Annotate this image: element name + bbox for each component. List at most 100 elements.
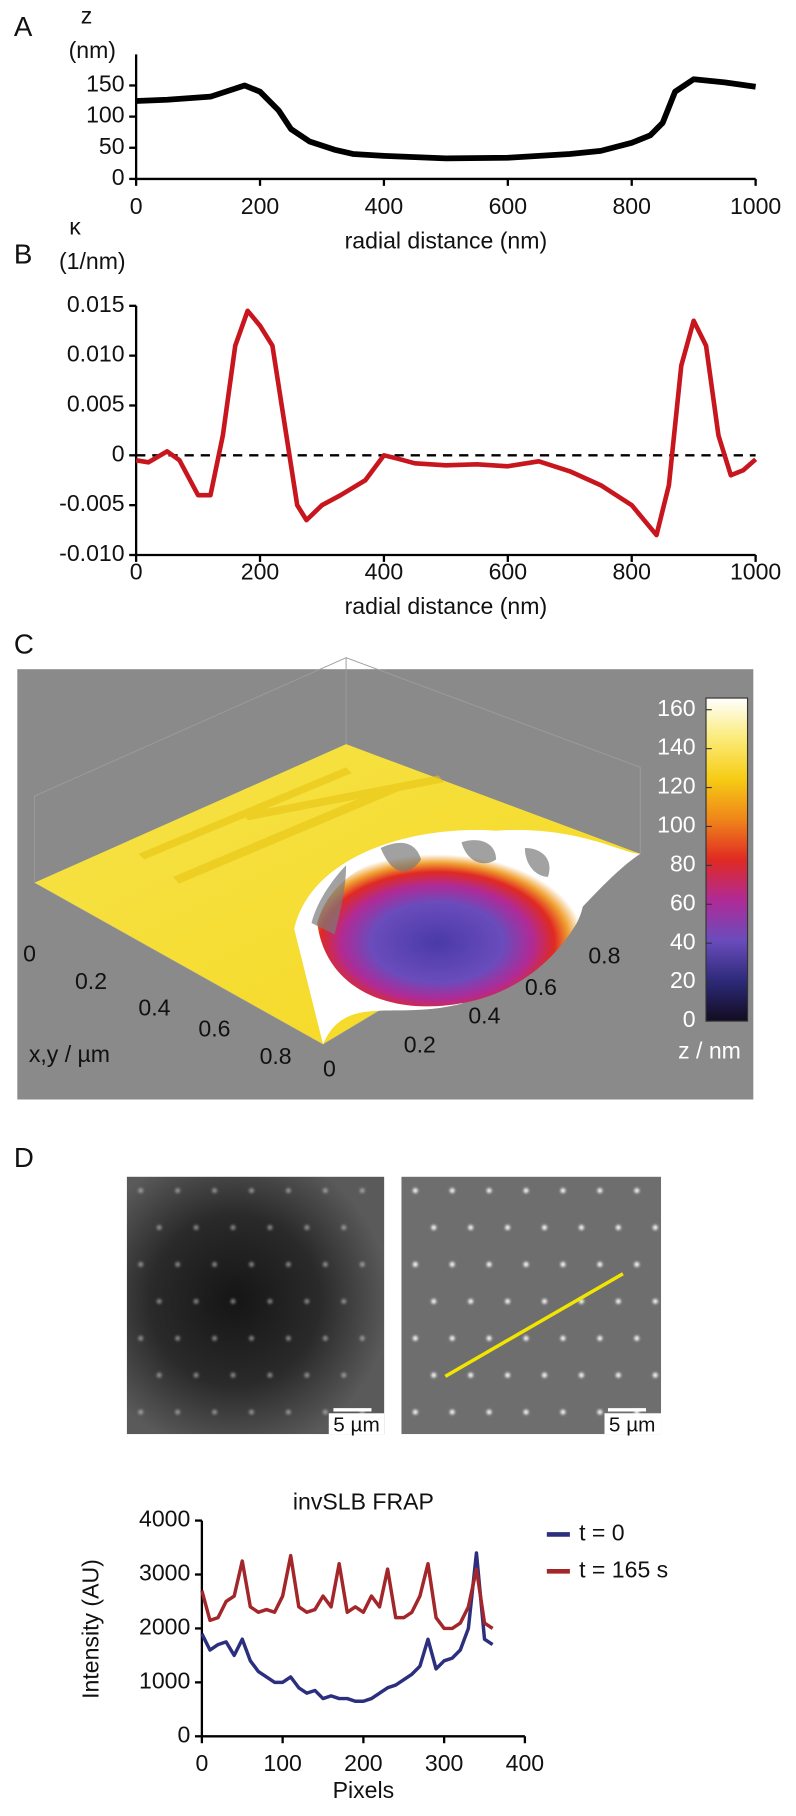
y-tick-label: 0 xyxy=(112,440,125,466)
spot xyxy=(212,1409,218,1415)
panel-label: A xyxy=(14,11,33,42)
y-tick-label: 4000 xyxy=(139,1506,190,1532)
spot xyxy=(652,1298,658,1304)
y-tick-label: 2000 xyxy=(139,1614,190,1640)
spot xyxy=(322,1261,328,1268)
spot xyxy=(468,1225,474,1231)
spot xyxy=(156,1225,162,1231)
x-tick-label: 200 xyxy=(344,1750,382,1776)
spot xyxy=(230,1372,236,1378)
spot xyxy=(212,1188,218,1194)
y-axis-label: κ xyxy=(69,214,81,240)
spot xyxy=(412,1188,418,1194)
spot xyxy=(267,1372,273,1378)
y-tick-label: 0 xyxy=(112,164,125,190)
data-line xyxy=(200,1553,494,1631)
x-tick-label: 600 xyxy=(489,559,527,585)
spot xyxy=(431,1298,437,1304)
spot xyxy=(304,1298,310,1304)
surface-crater xyxy=(317,846,584,1007)
x-tick-label: 200 xyxy=(241,559,279,585)
colorbar-tick-label: 120 xyxy=(657,773,695,799)
spot xyxy=(486,1409,492,1415)
spot xyxy=(193,1372,199,1378)
spot xyxy=(652,1225,658,1231)
x-tick-label: 600 xyxy=(489,193,527,219)
y-tick-label: 0.2 xyxy=(404,1032,436,1058)
spot xyxy=(230,1298,236,1304)
spot xyxy=(431,1372,437,1378)
spot xyxy=(449,1188,455,1194)
spot xyxy=(634,1188,640,1194)
x-tick-label: 0.8 xyxy=(260,1043,292,1069)
spot xyxy=(560,1335,566,1341)
spot xyxy=(212,1261,218,1268)
x-tick-label: 800 xyxy=(612,193,650,219)
spot xyxy=(359,1261,365,1268)
spot xyxy=(449,1409,455,1415)
spot xyxy=(359,1335,365,1341)
x-tick-label: 0 xyxy=(130,193,143,219)
spot xyxy=(248,1188,255,1194)
spot xyxy=(175,1409,181,1415)
spot xyxy=(560,1409,566,1415)
x-tick-label: 0 xyxy=(130,559,143,585)
spot xyxy=(341,1225,347,1231)
spot xyxy=(560,1188,566,1194)
spot xyxy=(615,1372,621,1378)
scale-bar-label: 5 µm xyxy=(333,1413,380,1436)
spot xyxy=(156,1372,162,1378)
spot xyxy=(486,1188,492,1194)
spot xyxy=(304,1225,310,1231)
x-tick-label: 1000 xyxy=(730,559,781,585)
y-axis-label: (nm) xyxy=(69,37,116,63)
spot xyxy=(248,1409,255,1415)
spot xyxy=(175,1188,181,1194)
y-tick-label: -0.010 xyxy=(59,540,124,566)
image-prebleach xyxy=(126,1176,385,1435)
spot xyxy=(322,1335,328,1341)
spot xyxy=(175,1261,181,1268)
data-line xyxy=(136,76,757,162)
spot xyxy=(597,1188,603,1194)
spot xyxy=(578,1372,584,1378)
x-tick-label: 0 xyxy=(23,940,36,966)
scale-bar-label: 5 µm xyxy=(609,1413,656,1436)
y-axis-label: (1/nm) xyxy=(59,248,126,274)
spot xyxy=(359,1188,365,1194)
legend-label: t = 0 xyxy=(579,1520,625,1546)
x-tick-label: 0 xyxy=(195,1750,208,1776)
colorbar-tick-label: 20 xyxy=(670,967,696,993)
spot xyxy=(431,1225,437,1231)
spot xyxy=(578,1225,584,1231)
data-line xyxy=(200,1551,494,1703)
y-tick-label: 100 xyxy=(86,102,124,128)
x-tick-label: 300 xyxy=(425,1750,463,1776)
colorbar-tick-label: 60 xyxy=(670,889,696,915)
x-tick-label: 0.6 xyxy=(198,1015,230,1041)
spot xyxy=(449,1261,455,1268)
spot xyxy=(248,1335,255,1341)
spot xyxy=(486,1261,492,1268)
spot xyxy=(175,1335,181,1341)
spot xyxy=(341,1372,347,1378)
spot xyxy=(138,1335,144,1341)
colorbar-tick-label: 140 xyxy=(657,734,695,760)
y-tick-label: 0 xyxy=(323,1056,336,1082)
y-tick-label: 0.6 xyxy=(525,974,557,1000)
spot xyxy=(248,1261,255,1268)
x-axis-label: Pixels xyxy=(333,1777,395,1803)
colorbar xyxy=(705,697,749,1022)
spot xyxy=(541,1372,548,1378)
x-axis-label: radial distance (nm) xyxy=(345,593,548,619)
spot xyxy=(285,1188,291,1194)
panel-label: D xyxy=(14,1142,34,1173)
y-tick-label: 50 xyxy=(99,133,125,159)
spot xyxy=(523,1409,529,1415)
y-axis-label: Intensity (AU) xyxy=(77,1559,103,1699)
spot xyxy=(449,1335,455,1341)
chart-title: invSLB FRAP xyxy=(293,1488,434,1514)
spot xyxy=(322,1188,328,1194)
spot xyxy=(341,1298,347,1304)
colorbar-tick-label: 160 xyxy=(657,695,695,721)
